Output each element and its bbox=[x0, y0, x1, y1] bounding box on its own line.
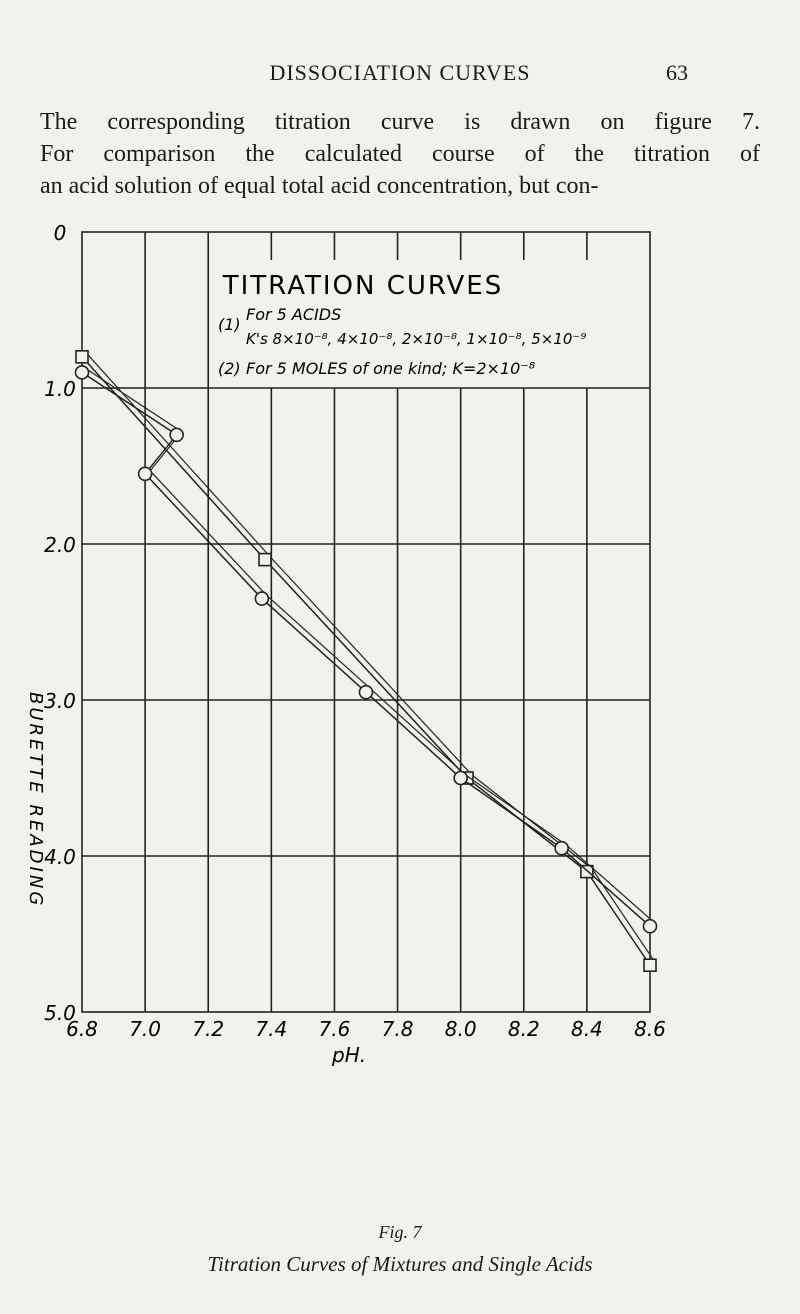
chart-grid bbox=[81, 231, 651, 1013]
data-point-circle bbox=[642, 918, 658, 934]
plot-frame bbox=[81, 231, 651, 1013]
x-tick-label: 7.4 bbox=[255, 1017, 287, 1041]
body-line: an acid solution of equal total acid con… bbox=[40, 173, 599, 199]
legend-entry1-number: (1) bbox=[218, 315, 241, 334]
y-tick-label: 1.0 bbox=[44, 377, 76, 401]
chart-title: TITRATION CURVES bbox=[222, 271, 504, 301]
x-axis-label: pH. bbox=[331, 1043, 366, 1067]
y-tick-label: 5.0 bbox=[44, 1001, 76, 1025]
y-tick-label: 2.0 bbox=[44, 533, 76, 557]
chart-legend: TITRATION CURVES (1) For 5 ACIDS K's 8×1… bbox=[218, 271, 586, 378]
x-tick-label: 6.8 bbox=[66, 1017, 98, 1041]
x-tick-label: 7.6 bbox=[319, 1017, 351, 1041]
figure-caption: Titration Curves of Mixtures and Single … bbox=[207, 1252, 593, 1276]
data-point-square bbox=[643, 958, 657, 973]
legend-entry1-title: For 5 ACIDS bbox=[246, 305, 341, 324]
series-line-1-shadow bbox=[86, 353, 656, 963]
legend-entry1-constants: K's 8×10⁻⁸, 4×10⁻⁸, 2×10⁻⁸, 1×10⁻⁸, 5×10… bbox=[246, 330, 586, 348]
data-point-square bbox=[75, 350, 89, 364]
chart-series bbox=[74, 350, 658, 973]
x-tick-label: 7.0 bbox=[129, 1017, 161, 1041]
y-axis-label: BURETTE READING bbox=[25, 692, 46, 908]
body-paragraph: The corresponding titration curve is dra… bbox=[40, 106, 760, 202]
x-tick-label: 8.4 bbox=[571, 1017, 603, 1041]
data-point-circle bbox=[453, 770, 468, 786]
data-point-circle bbox=[169, 427, 184, 443]
legend-entry2-text: For 5 MOLES of one kind; K=2×10⁻⁸ bbox=[246, 359, 536, 378]
series-line-2-shadow bbox=[86, 368, 656, 924]
series-line-2 bbox=[81, 371, 651, 927]
running-head: DISSOCIATION CURVES 63 bbox=[0, 60, 800, 90]
x-tick-label: 7.8 bbox=[382, 1017, 414, 1041]
page-number: 63 bbox=[666, 60, 688, 85]
titration-chart: 0 1.0 2.0 3.0 4.0 5.06.8 7.0 7.2 7.4 7.6 7.8 8.0 8.2… bbox=[25, 222, 666, 1067]
body-line: The corresponding titration curve is dra… bbox=[40, 109, 760, 135]
legend-entry2-number: (2) bbox=[218, 359, 241, 378]
chart-tick-labels: 0 1.0 2.0 3.0 4.0 5.06.8 7.0 7.2 7.4 7.6 7.8 8.0 8.2… bbox=[44, 222, 666, 1041]
figure-number: Fig. 7 bbox=[378, 1222, 422, 1242]
body-line: For comparison the calculated course of … bbox=[40, 141, 760, 167]
y-tick-label: 4.0 bbox=[44, 845, 76, 869]
x-tick-label: 8.2 bbox=[508, 1017, 540, 1041]
y-tick-label: 3.0 bbox=[44, 689, 76, 713]
x-tick-label: 8.0 bbox=[445, 1017, 477, 1041]
data-point-square bbox=[258, 552, 272, 567]
data-point-circle bbox=[554, 840, 569, 856]
data-point-circle bbox=[74, 365, 90, 380]
x-tick-label: 8.6 bbox=[634, 1017, 666, 1041]
data-point-circle bbox=[358, 684, 374, 700]
y-tick-label: 0 bbox=[54, 222, 67, 245]
running-title: DISSOCIATION CURVES bbox=[269, 60, 531, 85]
data-point-circle bbox=[254, 591, 270, 606]
x-tick-label: 7.2 bbox=[192, 1017, 224, 1041]
data-point-circle bbox=[137, 466, 153, 482]
